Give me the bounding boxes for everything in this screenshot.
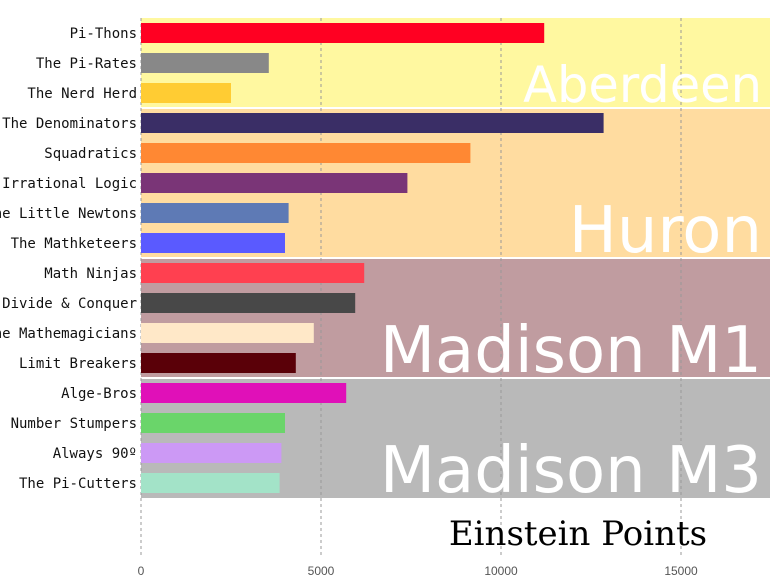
- bar: [141, 383, 347, 403]
- category-label: Irrational Logic: [2, 176, 137, 192]
- bar: [141, 473, 280, 493]
- group-label: Huron: [569, 194, 762, 268]
- bar: [141, 413, 285, 433]
- category-label: Always 90º: [53, 446, 137, 462]
- x-tick-label: 10000: [484, 564, 518, 578]
- category-label: Divide & Conquer: [2, 296, 137, 312]
- category-label: The Little Newtons: [0, 206, 137, 222]
- x-tick-label: 15000: [664, 564, 698, 578]
- category-label: The Mathketeers: [11, 236, 137, 252]
- bar: [141, 143, 471, 163]
- group-labels: Aberdeen Huron Madison M1 Madison M3: [380, 56, 762, 508]
- group-label: Aberdeen: [523, 56, 762, 114]
- bar: [141, 23, 545, 43]
- bar: [141, 263, 365, 283]
- category-label: The Denominators: [2, 116, 137, 132]
- category-label: The Pi-Cutters: [19, 476, 137, 492]
- category-label: Limit Breakers: [19, 356, 137, 372]
- bar: [141, 203, 289, 223]
- category-label: Alge-Bros: [61, 386, 137, 402]
- group-label: Madison M1: [380, 314, 762, 388]
- bars: [141, 23, 604, 493]
- category-label: Squadratics: [44, 146, 137, 162]
- category-label: Math Ninjas: [44, 266, 137, 282]
- bar: [141, 83, 231, 103]
- x-tick-label: 0: [138, 564, 145, 578]
- x-tick-label: 5000: [308, 564, 335, 578]
- bar: [141, 173, 408, 193]
- bar: [141, 113, 604, 133]
- group-label: Madison M3: [380, 434, 762, 508]
- bar: [141, 353, 296, 373]
- bar: [141, 233, 285, 253]
- category-label: Number Stumpers: [11, 416, 137, 432]
- bar: [141, 323, 314, 343]
- bar: [141, 293, 356, 313]
- category-labels: Pi-Thons The Pi-Rates The Nerd Herd The Den…: [0, 26, 137, 492]
- bar: [141, 443, 282, 463]
- category-label: The Mathemagicians: [0, 326, 137, 342]
- category-label: The Nerd Herd: [27, 86, 137, 102]
- x-axis-title: Einstein Points: [449, 514, 707, 554]
- bar: [141, 53, 269, 73]
- category-label: The Pi-Rates: [36, 56, 137, 72]
- category-label: Pi-Thons: [70, 26, 137, 42]
- x-tick-labels: 0 5000 10000 15000: [138, 564, 698, 578]
